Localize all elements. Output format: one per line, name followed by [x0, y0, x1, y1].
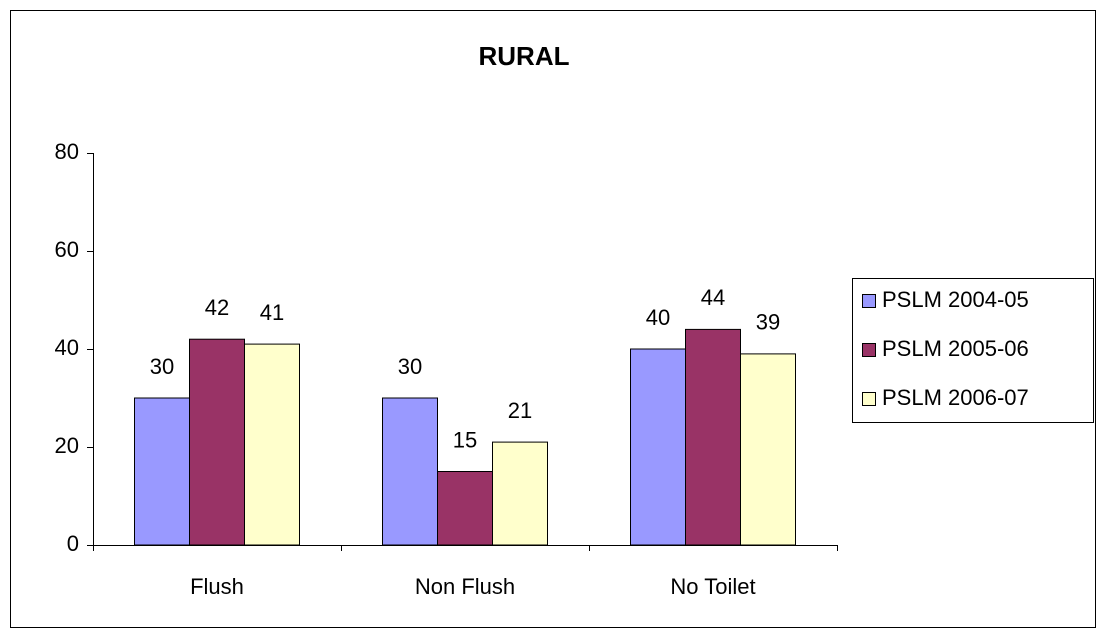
bar	[437, 471, 493, 546]
y-tick-label: 60	[55, 237, 79, 262]
bar	[134, 397, 190, 546]
x-tick-label: No Toilet	[670, 574, 755, 599]
x-tick-label: Flush	[190, 574, 244, 599]
legend-box	[852, 278, 1094, 423]
legend-label: PSLM 2006-07	[882, 385, 1029, 410]
data-label: 40	[646, 305, 670, 330]
data-label: 21	[508, 398, 532, 423]
data-label: 41	[260, 300, 284, 325]
bar	[189, 338, 245, 546]
bar	[630, 348, 686, 546]
data-label: 30	[150, 354, 174, 379]
data-label: 44	[701, 285, 725, 310]
y-tick-label: 80	[55, 139, 79, 164]
y-tick-label: 40	[55, 335, 79, 360]
bar	[244, 343, 300, 546]
y-tick-label: 0	[67, 531, 79, 556]
bar	[740, 353, 796, 546]
data-label: 15	[453, 427, 477, 452]
legend-swatch	[862, 343, 876, 357]
legend-swatch	[862, 392, 876, 406]
data-label: 30	[398, 354, 422, 379]
legend-swatch	[862, 294, 876, 308]
bar	[685, 328, 741, 546]
x-tick-label: Non Flush	[415, 574, 515, 599]
chart-title: RURAL	[479, 41, 570, 71]
bar	[382, 397, 438, 546]
legend-label: PSLM 2004-05	[882, 287, 1029, 312]
data-label: 42	[205, 295, 229, 320]
y-tick-label: 20	[55, 433, 79, 458]
legend-label: PSLM 2005-06	[882, 336, 1029, 361]
bar	[492, 441, 548, 546]
data-label: 39	[756, 310, 780, 335]
